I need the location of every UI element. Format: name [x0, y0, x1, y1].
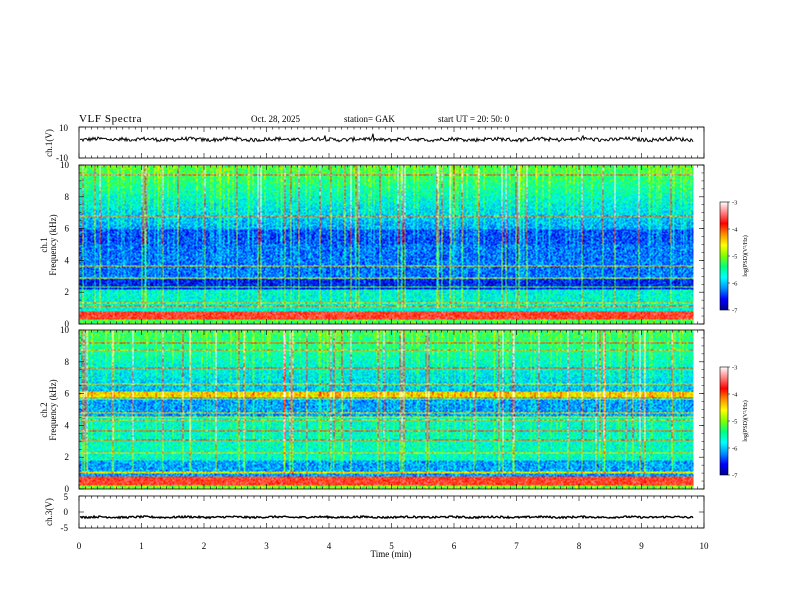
ch1-colorbar — [719, 201, 729, 311]
ch1-ytick-bottom: -10 — [56, 153, 68, 163]
ch1-colorbar-tick-label: -6 — [732, 281, 738, 288]
ch1-frequency-ytick-label: 0 — [65, 319, 70, 329]
ch1-colorbar-tick-label: -4 — [732, 227, 738, 234]
time-tick-label: 8 — [577, 541, 582, 551]
ch1-waveform-ylabel: ch.1(V) — [44, 129, 54, 157]
ch2-frequency-ytick-label: 4 — [65, 420, 70, 430]
ch1-colorbar-tick-label: -5 — [732, 254, 737, 261]
ch2-spectrogram-ylabel-frequency: Frequency (kHz) — [48, 379, 58, 440]
start-ut-label: start UT = 20: 50: 0 — [438, 114, 510, 124]
figure-title: VLF Spectra — [79, 113, 142, 125]
ch2-colorbar-tick-label: -3 — [732, 365, 737, 372]
time-tick-label: 4 — [327, 541, 332, 551]
ch1-colorbar-tick-label: -7 — [732, 308, 738, 315]
ch1-spectrogram-ylabel-frequency: Frequency (kHz) — [48, 214, 58, 275]
ch3-ytick-bottom: -5 — [61, 523, 69, 533]
time-tick-label: 5 — [389, 541, 394, 551]
ch2-frequency-ytick-label: 10 — [60, 325, 70, 335]
ch1-colorbar-label: log(PSD)(V²/Hz) — [742, 235, 749, 276]
ch3-waveform-ylabel: ch.3(V) — [44, 498, 54, 526]
time-axis-labels: 0 1 2 3 4 5 6 7 8 9 10 — [77, 541, 709, 551]
date-label: Oct. 28, 2025 — [251, 114, 300, 124]
ch1-waveform-frame — [78, 126, 705, 159]
ch2-colorbar — [719, 366, 729, 476]
time-axis-label: Time (min) — [371, 549, 412, 559]
ch2-spectrogram-ylabel-channel: ch.2 — [39, 402, 49, 417]
time-tick-label: 10 — [700, 541, 710, 551]
ch3-waveform-trace — [79, 514, 694, 520]
ch2-frequency-ytick-label: 8 — [65, 357, 70, 367]
ch2-colorbar-label: log(PSD)(V²/Hz) — [742, 400, 749, 441]
time-tick-label: 0 — [77, 541, 82, 551]
ch2-frequency-ytick-label: 0 — [65, 484, 70, 494]
ch1-frequency-ytick-label: 2 — [65, 287, 70, 297]
ch1-ytick-top: 10 — [59, 123, 69, 133]
ch1-colorbar-tick-label: -3 — [732, 200, 737, 207]
time-tick-label: 2 — [202, 541, 207, 551]
time-tick-label: 1 — [139, 541, 144, 551]
ch1-waveform-panel: 10 -10 ch.1(V) — [44, 123, 705, 163]
time-tick-label: 7 — [514, 541, 519, 551]
time-tick-label: 9 — [639, 541, 644, 551]
ch1-frequency-ytick-label: 8 — [65, 192, 70, 202]
ch2-colorbar-tick-label: -5 — [732, 419, 737, 426]
ch1-spectrogram-image — [79, 165, 694, 324]
ch2-colorbar-tick-label: -6 — [732, 446, 738, 453]
ch2-frequency-ytick-label: 2 — [65, 452, 70, 462]
station-label: station= GAK — [344, 114, 395, 124]
time-tick-label: 3 — [264, 541, 269, 551]
ch1-frequency-ytick-label: 4 — [65, 255, 70, 265]
ch3-waveform-panel: 5 0 -5 ch.3(V) — [44, 492, 705, 533]
ch1-waveform-trace — [79, 133, 694, 144]
time-tick-label: 6 — [452, 541, 457, 551]
ch1-spectrogram-ylabel-channel: ch.1 — [39, 237, 49, 252]
ch2-spectrogram-image — [79, 330, 694, 489]
ch1-frequency-ytick-label: 6 — [65, 224, 70, 234]
ch3-ytick-middle: 0 — [64, 507, 69, 517]
time-axis-ticks — [78, 127, 705, 528]
ch3-ytick-top: 5 — [64, 492, 69, 502]
ch2-frequency-ytick-label: 6 — [65, 389, 70, 399]
ch1-frequency-ytick-label: 10 — [60, 160, 70, 170]
ch2-colorbar-tick-label: -7 — [732, 473, 738, 480]
ch2-colorbar-tick-label: -4 — [732, 392, 738, 399]
